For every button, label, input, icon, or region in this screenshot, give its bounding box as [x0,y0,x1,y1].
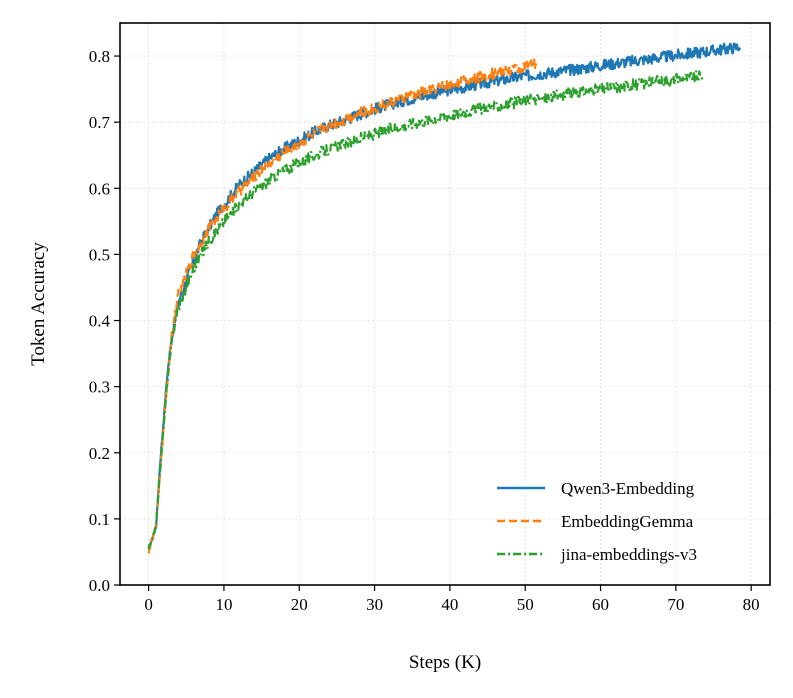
x-tick-label: 60 [592,595,609,614]
y-tick-label: 0.3 [89,378,110,397]
y-tick-label: 0.1 [89,510,110,529]
series-line-jina-embeddings-v3 [147,70,704,550]
x-axis-label: Steps (K) [409,652,481,673]
legend-item-jina-embeddings-v3: jina-embeddings-v3 [497,545,697,564]
x-tick-label: 0 [144,595,153,614]
y-tick-label: 0.0 [89,576,110,595]
ticks: 0 10 20 30 40 50 60 70 80 0.0 0.1 0.2 0.3 0.4 0.5 0.6 0.… [89,47,760,614]
y-tick-label: 0.4 [89,312,111,331]
y-tick-label: 0.2 [89,444,110,463]
legend: Qwen3-Embedding EmbeddingGemma jina-embedd… [497,479,697,564]
plot-frame [119,22,771,586]
x-tick-label: 10 [215,595,232,614]
y-tick-label: 0.5 [89,245,110,264]
x-tick-label: 40 [441,595,458,614]
series-embeddinggemma [147,58,538,554]
x-tick-label: 80 [743,595,760,614]
legend-label: EmbeddingGemma [561,512,694,531]
y-tick-label: 0.6 [89,179,110,198]
series-line-embeddinggemma [147,58,538,554]
y-axis-label: Token Accuracy [28,242,49,366]
y-tick-label: 0.7 [89,113,111,132]
legend-label: Qwen3-Embedding [561,479,695,498]
legend-item-embeddinggemma: EmbeddingGemma [497,512,694,531]
x-tick-label: 30 [366,595,383,614]
x-tick-label: 70 [667,595,684,614]
series-jina-embeddings-v3 [147,70,704,550]
legend-item-qwen3-embedding: Qwen3-Embedding [497,479,695,498]
grid [120,23,770,586]
x-tick-label: 50 [517,595,534,614]
series-layer [147,42,741,554]
legend-label: jina-embeddings-v3 [560,545,697,564]
x-tick-label: 20 [291,595,308,614]
y-tick-label: 0.8 [89,47,110,66]
